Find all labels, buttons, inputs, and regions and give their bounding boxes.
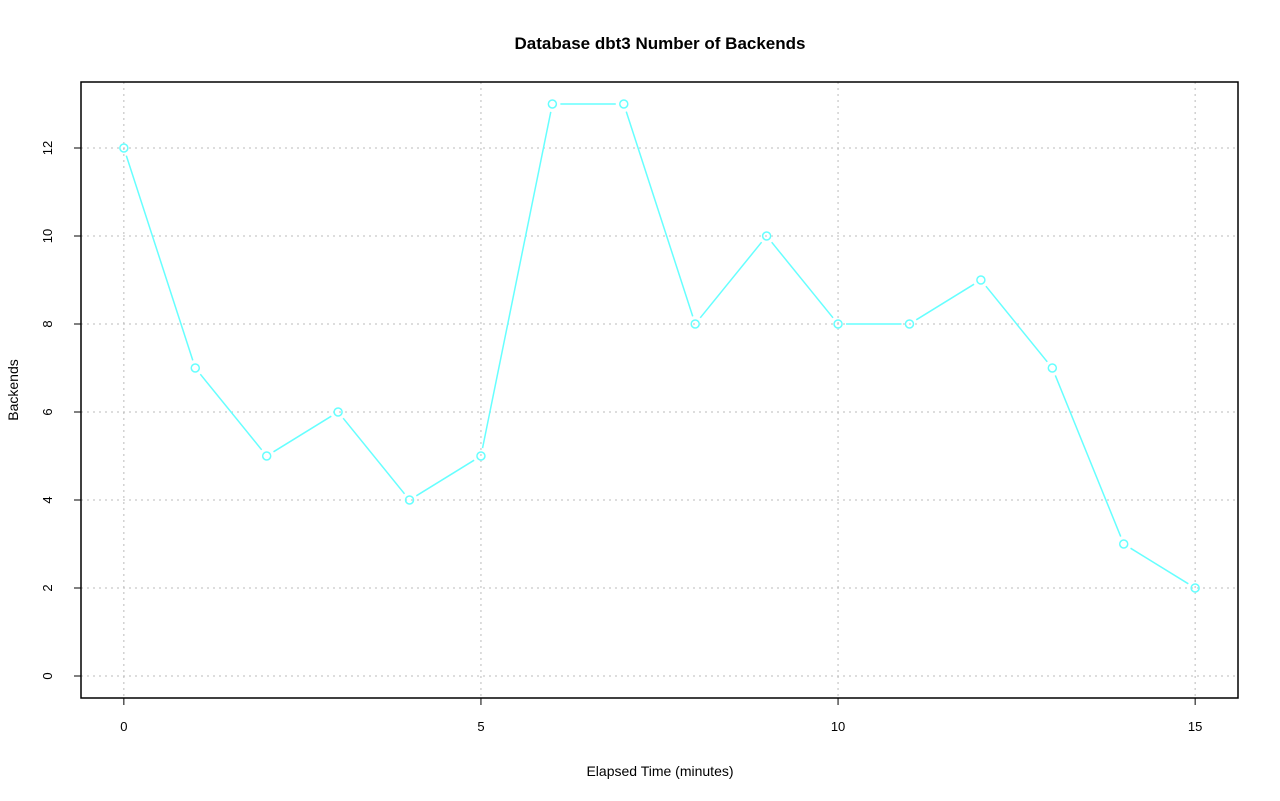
y-tick-label: 6: [40, 408, 55, 415]
data-point: [833, 319, 843, 329]
series-segment: [985, 285, 1048, 363]
x-tick-label: 0: [120, 719, 127, 734]
data-point: [1047, 363, 1058, 373]
data-point: [190, 363, 201, 373]
data-point: [904, 319, 915, 329]
y-axis-label: Backends: [5, 359, 21, 420]
y-tick-label: 0: [40, 672, 55, 679]
data-point: [119, 143, 129, 153]
y-tick-label: 2: [40, 584, 55, 591]
data-point: [761, 231, 772, 241]
x-tick-label: 15: [1188, 719, 1202, 734]
data-point: [261, 451, 272, 461]
data-point: [404, 495, 415, 505]
y-tick-label: 8: [40, 320, 55, 327]
x-tick-label: 5: [477, 719, 484, 734]
series-segment: [1130, 547, 1189, 585]
data-point: [1190, 583, 1200, 593]
y-tick-label: 12: [40, 141, 55, 155]
series-segment: [342, 417, 406, 495]
series-segment: [125, 155, 194, 361]
series: [119, 99, 1200, 593]
series-segment: [415, 459, 475, 497]
data-point: [690, 319, 700, 329]
series-segment: [199, 373, 263, 451]
data-point: [1118, 539, 1129, 549]
x-axis-label: Elapsed Time (minutes): [586, 763, 733, 779]
chart-title: Database dbt3 Number of Backends: [515, 34, 806, 53]
series-segment: [273, 415, 332, 453]
x-tick-label: 10: [831, 719, 845, 734]
y-tick-label: 10: [40, 229, 55, 243]
series-segment: [1054, 375, 1122, 537]
series-segment: [625, 111, 694, 317]
y-tick-label: 4: [40, 496, 55, 503]
series-segment: [699, 241, 763, 319]
grid: [81, 82, 1238, 698]
data-point: [333, 407, 343, 417]
series-segment: [771, 241, 834, 319]
data-point: [976, 275, 986, 285]
series-segment: [915, 283, 975, 321]
series-segment: [481, 111, 552, 449]
data-point: [619, 99, 629, 109]
plot-frame: [80, 81, 1239, 699]
data-point: [547, 99, 558, 109]
axes: 0 5 10 15 0 2 4 6 8 10 12: [40, 141, 1202, 734]
data-point: [476, 451, 486, 461]
